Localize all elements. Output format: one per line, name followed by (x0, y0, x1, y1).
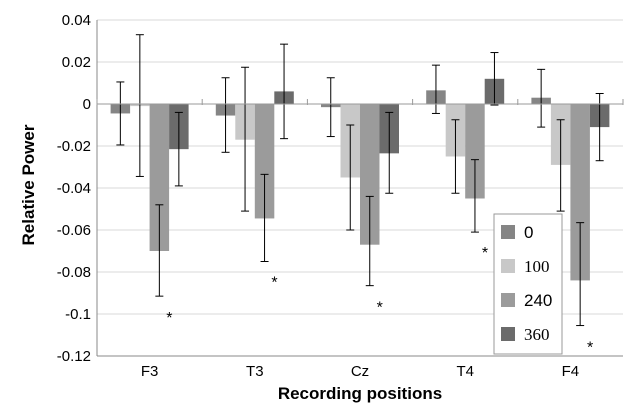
bar-f4-series-240 (570, 104, 590, 281)
legend-swatch-100 (501, 259, 515, 273)
significance-star-f4: * (587, 339, 593, 356)
y-tick-label: -0.04 (57, 180, 91, 197)
significance-markers: * * * * * (166, 245, 593, 357)
x-tick-label-t4: T4 (456, 363, 474, 380)
legend: 0 100 240 360 (493, 213, 563, 355)
legend-swatch-240 (501, 293, 515, 307)
legend-label-240: 240 (524, 291, 552, 310)
legend-swatch-0 (501, 225, 515, 239)
y-tick-label: -0.06 (57, 222, 91, 239)
significance-star-cz: * (377, 300, 383, 317)
y-tick-label: 0 (83, 96, 91, 113)
legend-label-100: 100 (524, 257, 550, 276)
bar-t4-series-240 (465, 104, 485, 199)
bar-f3-series-240 (149, 104, 170, 251)
legend-label-360: 360 (524, 325, 550, 344)
significance-star-f3: * (166, 310, 172, 327)
axes (96, 20, 624, 357)
y-tick-label: 0.04 (62, 12, 91, 29)
x-tick-labels: F3 T3 Cz T4 F4 (141, 363, 579, 380)
legend-swatch-360 (501, 327, 515, 341)
y-axis-label: Relative Power (19, 124, 38, 245)
x-axis-label: Recording positions (278, 384, 442, 403)
y-tick-label: 0.02 (62, 54, 91, 71)
significance-star-t4: * (482, 245, 488, 262)
error-bars (116, 34, 604, 327)
y-tick-label: -0.02 (57, 138, 91, 155)
bar-cz-series-240 (360, 104, 380, 245)
bar-t3-series-240 (254, 104, 275, 219)
y-tick-labels: 0.04 0.02 0 -0.02 -0.04 -0.06 -0.08 -0.1 -0.12 (57, 12, 91, 365)
y-tick-label: -0.08 (57, 264, 91, 281)
y-tick-label: -0.1 (65, 306, 91, 323)
x-tick-label-t3: T3 (246, 363, 264, 380)
y-tick-label: -0.12 (57, 348, 91, 365)
x-tick-label-cz: Cz (351, 363, 369, 380)
significance-star-t3: * (271, 274, 277, 291)
x-tick-label-f3: F3 (141, 363, 159, 380)
legend-label-0: 0 (524, 223, 533, 242)
x-tick-label-f4: F4 (562, 363, 580, 380)
